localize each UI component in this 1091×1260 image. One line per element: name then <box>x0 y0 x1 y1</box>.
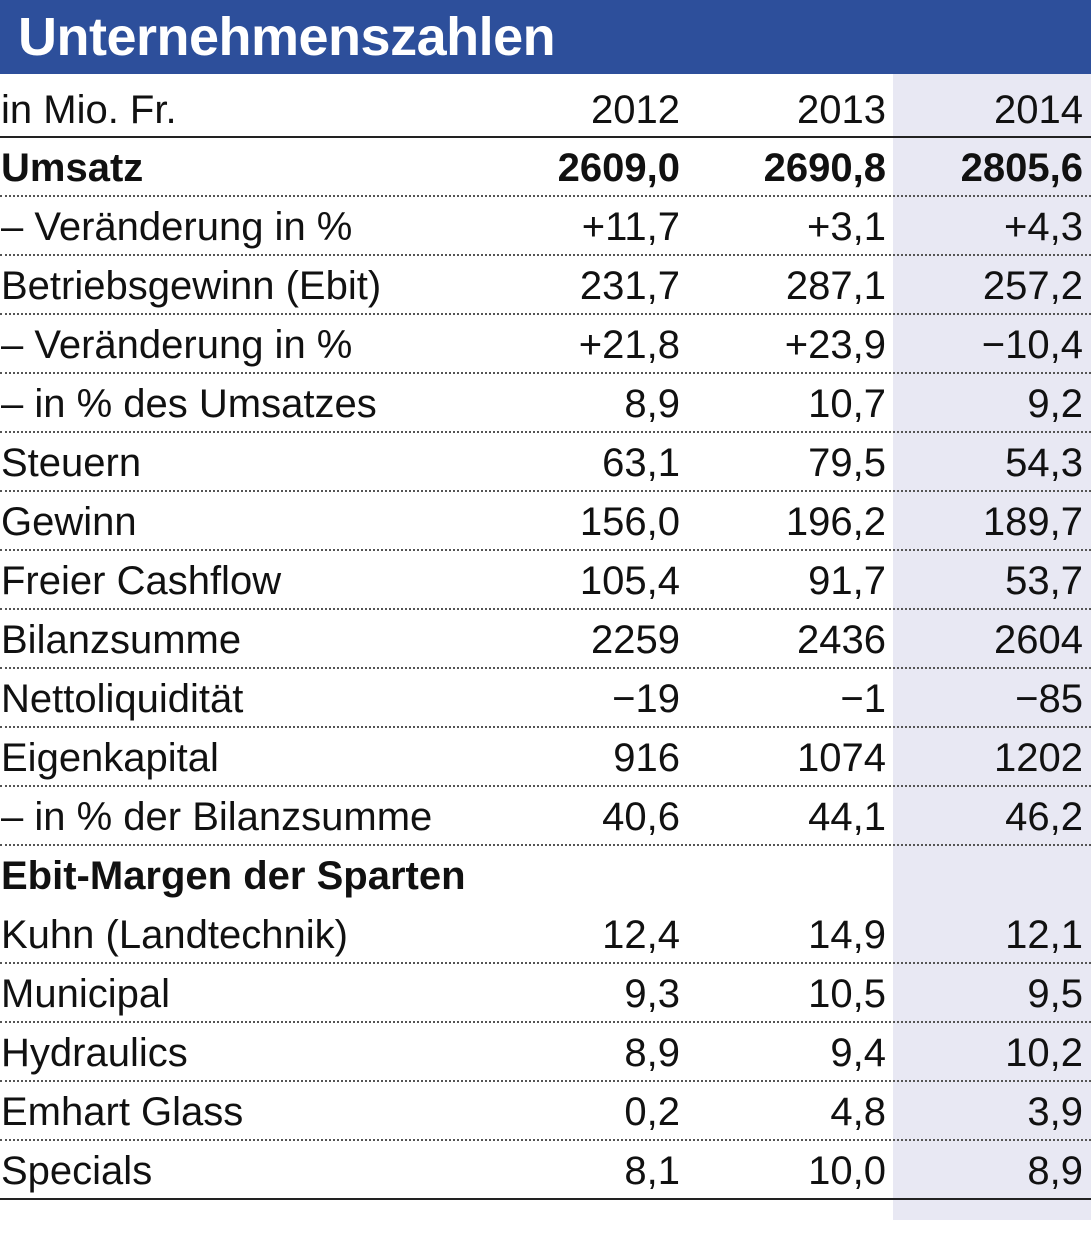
table-row: Specials 8,1 10,0 8,9 <box>0 1141 1091 1200</box>
value-2014: 12,1 <box>1005 913 1083 957</box>
row-label: Municipal <box>1 972 170 1016</box>
row-label: – in % des Umsatzes <box>1 382 377 426</box>
value-2014: 54,3 <box>1005 441 1083 485</box>
value-2014: −85 <box>1015 677 1083 721</box>
table-row: Eigenkapital 916 1074 1202 <box>0 728 1091 787</box>
value-2013: 196,2 <box>785 500 886 544</box>
value-2013: 4,8 <box>830 1090 886 1134</box>
value-2012: 8,9 <box>624 382 680 426</box>
row-label: Freier Cashflow <box>1 559 282 603</box>
table-row: Gewinn 156,0 196,2 189,7 <box>0 492 1091 551</box>
value-2013: 2690,8 <box>763 146 886 190</box>
value-2013: 10,5 <box>808 972 886 1016</box>
value-2013: +23,9 <box>784 323 886 367</box>
value-2012: +21,8 <box>578 323 680 367</box>
value-2013: 14,9 <box>808 913 886 957</box>
value-2014: 1202 <box>994 736 1083 780</box>
table-row: Betriebsgewinn (Ebit) 231,7 287,1 257,2 <box>0 256 1091 315</box>
value-2012: 40,6 <box>602 795 680 839</box>
value-2014: 9,2 <box>1027 382 1083 426</box>
section-title: Ebit-Margen der Sparten <box>1 854 466 898</box>
row-label: – Veränderung in % <box>1 323 353 367</box>
table-header-row: in Mio. Fr. 2012 2013 2014 <box>0 80 1091 138</box>
table-row: Bilanzsumme 2259 2436 2604 <box>0 610 1091 669</box>
value-2014: 9,5 <box>1027 972 1083 1016</box>
year-header-2013: 2013 <box>797 88 886 132</box>
row-label: Kuhn (Landtechnik) <box>1 913 348 957</box>
row-label: Hydraulics <box>1 1031 188 1075</box>
table-row: Municipal 9,3 10,5 9,5 <box>0 964 1091 1023</box>
table-row: Hydraulics 8,9 9,4 10,2 <box>0 1023 1091 1082</box>
value-2013: 10,7 <box>808 382 886 426</box>
row-label: – Veränderung in % <box>1 205 353 249</box>
row-label: Gewinn <box>1 500 137 544</box>
table-row: Emhart Glass 0,2 4,8 3,9 <box>0 1082 1091 1141</box>
value-2014: 189,7 <box>982 500 1083 544</box>
value-2013: 10,0 <box>808 1149 886 1193</box>
value-2012: 63,1 <box>602 441 680 485</box>
value-2014: 10,2 <box>1005 1031 1083 1075</box>
value-2012: 156,0 <box>579 500 680 544</box>
year-header-2014: 2014 <box>994 88 1083 132</box>
value-2014: 2604 <box>994 618 1083 662</box>
year-header-2012: 2012 <box>591 88 680 132</box>
value-2014: 8,9 <box>1027 1149 1083 1193</box>
value-2014: −10,4 <box>981 323 1083 367</box>
table-row: – Veränderung in % +11,7 +3,1 +4,3 <box>0 197 1091 256</box>
unit-label: in Mio. Fr. <box>1 88 177 132</box>
value-2014: 53,7 <box>1005 559 1083 603</box>
value-2013: −1 <box>840 677 886 721</box>
value-2013: 2436 <box>797 618 886 662</box>
value-2013: 9,4 <box>830 1031 886 1075</box>
row-label: Umsatz <box>1 146 144 190</box>
row-label: Steuern <box>1 441 142 485</box>
row-label: – in % der Bilanzsumme <box>1 795 433 839</box>
figures-table: in Mio. Fr. 2012 2013 2014 Umsatz 2609,0… <box>0 80 1091 1200</box>
value-2013: 1074 <box>797 736 886 780</box>
value-2014: 2805,6 <box>960 146 1083 190</box>
row-label: Bilanzsumme <box>1 618 242 662</box>
value-2014: 257,2 <box>982 264 1083 308</box>
value-2013: 287,1 <box>785 264 886 308</box>
table-row: Kuhn (Landtechnik) 12,4 14,9 12,1 <box>0 905 1091 964</box>
value-2014: 3,9 <box>1027 1090 1083 1134</box>
title-bar: Unternehmenszahlen <box>0 0 1091 74</box>
value-2013: 91,7 <box>808 559 886 603</box>
value-2012: 8,1 <box>624 1149 680 1193</box>
value-2012: 231,7 <box>579 264 680 308</box>
section-heading-row: Ebit-Margen der Sparten <box>0 846 1091 905</box>
table-row-umsatz: Umsatz 2609,0 2690,8 2805,6 <box>0 138 1091 197</box>
value-2012: 2259 <box>591 618 680 662</box>
value-2012: +11,7 <box>581 205 680 249</box>
row-label: Nettoliquidität <box>1 677 244 721</box>
value-2012: 0,2 <box>624 1090 680 1134</box>
value-2012: 916 <box>613 736 680 780</box>
value-2012: 2609,0 <box>557 146 680 190</box>
table-row: – Veränderung in % +21,8 +23,9 −10,4 <box>0 315 1091 374</box>
table-row: Freier Cashflow 105,4 91,7 53,7 <box>0 551 1091 610</box>
value-2012: −19 <box>612 677 680 721</box>
row-label: Betriebsgewinn (Ebit) <box>1 264 382 308</box>
value-2013: 79,5 <box>808 441 886 485</box>
table-title: Unternehmenszahlen <box>18 7 556 67</box>
row-label: Specials <box>1 1149 153 1193</box>
table-row: – in % des Umsatzes 8,9 10,7 9,2 <box>0 374 1091 433</box>
value-2012: 12,4 <box>602 913 680 957</box>
value-2012: 9,3 <box>624 972 680 1016</box>
value-2014: +4,3 <box>1004 205 1083 249</box>
value-2012: 8,9 <box>624 1031 680 1075</box>
value-2013: +3,1 <box>807 205 886 249</box>
highlight-column-2014 <box>893 74 1091 1220</box>
value-2013: 44,1 <box>808 795 886 839</box>
table-row: Nettoliquidität −19 −1 −85 <box>0 669 1091 728</box>
row-label: Eigenkapital <box>1 736 219 780</box>
table-row: Steuern 63,1 79,5 54,3 <box>0 433 1091 492</box>
table-row: – in % der Bilanzsumme 40,6 44,1 46,2 <box>0 787 1091 846</box>
value-2014: 46,2 <box>1005 795 1083 839</box>
row-label: Emhart Glass <box>1 1090 244 1134</box>
value-2012: 105,4 <box>579 559 680 603</box>
